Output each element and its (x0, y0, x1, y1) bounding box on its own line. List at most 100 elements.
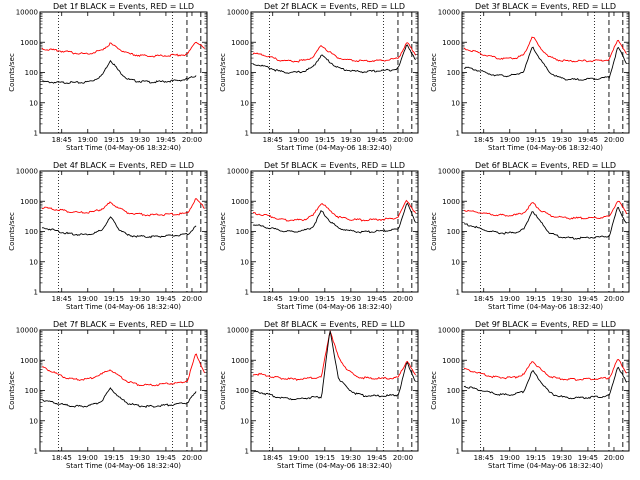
x-tick-label: 18:45 (474, 454, 494, 462)
chart-title: Det 6f BLACK = Events, RED = LLD (475, 161, 616, 170)
x-axis-label: Start Time (04-May-06 18:32:40) (66, 144, 181, 152)
y-axis-label: Counts/sec (430, 212, 438, 251)
x-tick-label: 18:45 (52, 295, 72, 303)
x-tick-label: 19:30 (130, 454, 150, 462)
chart-panel: Det 9f BLACK = Events, RED = LLD 1 10 100 10… (430, 320, 630, 470)
chart-panel: Det 6f BLACK = Events, RED = LLD 1 10 100 10… (430, 161, 630, 311)
y-tick-label: 100 (25, 69, 38, 77)
x-tick-label: 19:00 (289, 295, 309, 303)
y-tick-label: 1 (456, 130, 460, 138)
events-series-line (252, 330, 416, 401)
x-tick-label: 19:00 (500, 295, 520, 303)
y-tick-label: 1000 (442, 39, 460, 47)
y-tick-label: 1000 (20, 198, 38, 206)
events-series-line (41, 216, 197, 239)
y-tick-label: 1 (245, 448, 249, 456)
events-series-line (463, 46, 627, 81)
x-tick-label: 20:00 (393, 295, 413, 303)
x-tick-label: 19:15 (104, 454, 124, 462)
x-tick-label: 19:15 (526, 136, 546, 144)
x-tick-label: 20:00 (182, 454, 202, 462)
x-tick-label: 19:00 (78, 136, 98, 144)
x-axis-label: Start Time (04-May-06 18:32:40) (277, 303, 392, 311)
x-axis-label: Start Time (04-May-06 18:32:40) (277, 462, 392, 470)
x-tick-label: 19:15 (315, 295, 335, 303)
y-tick-label: 1000 (231, 39, 249, 47)
x-axis-label: Start Time (04-May-06 18:32:40) (66, 462, 181, 470)
chart-title: Det 2f BLACK = Events, RED = LLD (264, 2, 405, 11)
y-axis-label: Counts/sec (8, 53, 16, 92)
chart-panel: Det 8f BLACK = Events, RED = LLD 1 10 100 10… (219, 320, 419, 470)
y-tick-label: 100 (447, 69, 460, 77)
x-tick-label: 19:15 (315, 136, 335, 144)
plot-frame (461, 11, 630, 134)
y-tick-label: 10 (240, 258, 249, 266)
x-tick-label: 19:15 (526, 295, 546, 303)
x-tick-label: 19:45 (156, 295, 176, 303)
x-tick-label: 18:45 (52, 136, 72, 144)
y-tick-label: 10000 (16, 168, 38, 176)
chart-panel: Det 7f BLACK = Events, RED = LLD 1 10 100 10… (8, 320, 208, 470)
x-tick-label: 19:30 (552, 136, 572, 144)
x-tick-label: 19:45 (578, 295, 598, 303)
y-tick-label: 1000 (442, 357, 460, 365)
lld-series-line (252, 199, 416, 222)
plot-frame (250, 329, 419, 452)
x-tick-label: 19:30 (130, 136, 150, 144)
chart-title: Det 4f BLACK = Events, RED = LLD (53, 161, 194, 170)
x-axis-label: Start Time (04-May-06 18:32:40) (66, 303, 181, 311)
events-series-line (41, 387, 197, 408)
lld-series-line (463, 36, 627, 63)
x-tick-label: 19:00 (500, 136, 520, 144)
x-tick-label: 19:00 (78, 454, 98, 462)
y-tick-label: 10000 (227, 168, 249, 176)
x-tick-label: 19:30 (341, 295, 361, 303)
y-tick-label: 10000 (438, 9, 460, 17)
y-tick-label: 1 (34, 289, 38, 297)
x-tick-label: 20:00 (393, 454, 413, 462)
y-tick-label: 1000 (442, 198, 460, 206)
y-tick-label: 100 (236, 387, 249, 395)
lld-series-line (41, 353, 205, 387)
y-axis-label: Counts/sec (219, 371, 227, 410)
x-tick-label: 20:00 (604, 454, 624, 462)
x-tick-label: 19:15 (104, 136, 124, 144)
y-tick-label: 10 (29, 99, 38, 107)
plot-frame (39, 329, 208, 452)
y-tick-label: 100 (447, 387, 460, 395)
events-series-line (252, 44, 416, 74)
y-axis-label: Counts/sec (430, 53, 438, 92)
y-tick-label: 10000 (438, 327, 460, 335)
y-tick-label: 100 (25, 387, 38, 395)
y-tick-label: 1 (456, 448, 460, 456)
x-tick-label: 19:30 (130, 295, 150, 303)
y-tick-label: 1000 (20, 39, 38, 47)
y-axis-label: Counts/sec (219, 53, 227, 92)
y-tick-label: 100 (447, 228, 460, 236)
y-tick-label: 10000 (438, 168, 460, 176)
x-tick-label: 19:30 (552, 454, 572, 462)
events-series-line (463, 366, 627, 400)
x-tick-label: 20:00 (182, 136, 202, 144)
chart-title: Det 3f BLACK = Events, RED = LLD (475, 2, 616, 11)
x-tick-label: 20:00 (604, 295, 624, 303)
plot-frame (250, 170, 419, 293)
y-tick-label: 10000 (16, 327, 38, 335)
y-tick-label: 10 (240, 417, 249, 425)
x-tick-label: 19:00 (289, 136, 309, 144)
y-tick-label: 10000 (16, 9, 38, 17)
x-tick-label: 20:00 (182, 295, 202, 303)
x-tick-label: 20:00 (393, 136, 413, 144)
y-tick-label: 1 (245, 130, 249, 138)
x-tick-label: 18:45 (263, 136, 283, 144)
y-tick-label: 1 (34, 130, 38, 138)
x-tick-label: 19:00 (500, 454, 520, 462)
lld-series-line (41, 41, 205, 58)
y-axis-label: Counts/sec (8, 212, 16, 251)
chart-panel: Det 5f BLACK = Events, RED = LLD 1 10 100 10… (219, 161, 419, 311)
chart-title: Det 1f BLACK = Events, RED = LLD (53, 2, 194, 11)
events-series-line (252, 202, 416, 234)
plot-frame (250, 11, 419, 134)
y-tick-label: 1 (456, 289, 460, 297)
events-series-line (463, 206, 627, 240)
